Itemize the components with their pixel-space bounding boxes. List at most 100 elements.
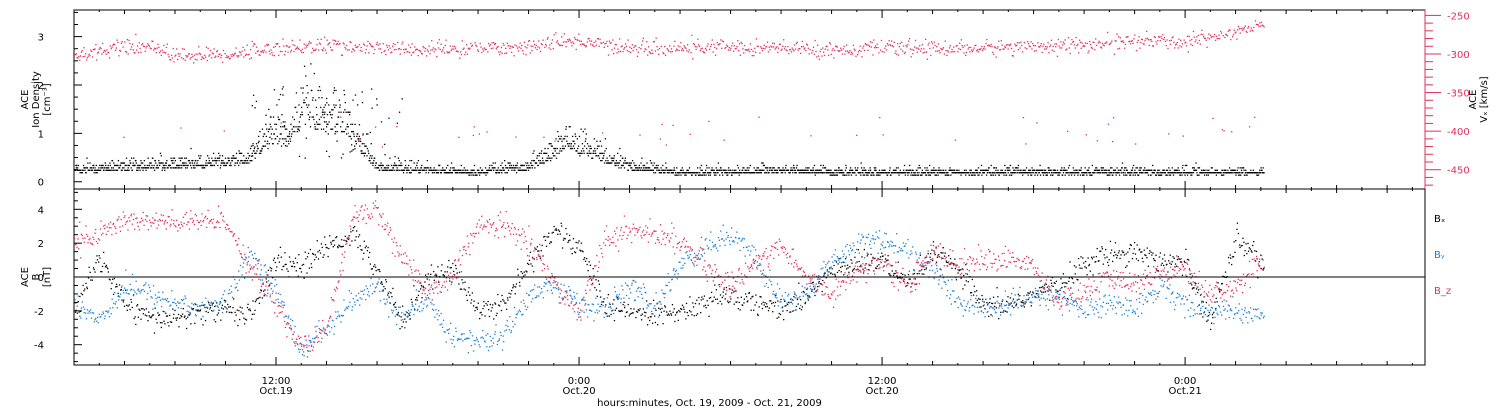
- density-point: [654, 172, 657, 174]
- vx-point: [261, 51, 263, 53]
- b-series-x-point: [233, 298, 235, 300]
- vx-point: [355, 46, 357, 48]
- density-point: [328, 104, 330, 106]
- density-point: [1012, 167, 1014, 169]
- vx-point: [250, 57, 253, 59]
- density-point: [212, 159, 214, 162]
- vx-point: [473, 126, 475, 128]
- vx-point: [353, 50, 356, 52]
- density-point: [580, 150, 583, 152]
- b-series-x-point: [405, 321, 407, 323]
- vx-point: [991, 46, 993, 48]
- density-point: [265, 135, 267, 138]
- vx-point: [1183, 39, 1185, 41]
- density-point: [1146, 169, 1148, 171]
- density-point: [337, 116, 340, 118]
- b-series-x-point: [685, 318, 687, 320]
- vx-point: [1092, 41, 1094, 43]
- vx-point: [489, 44, 492, 46]
- density-point: [221, 155, 224, 157]
- density-point: [605, 159, 607, 162]
- vx-point: [256, 50, 259, 53]
- density-point: [1120, 172, 1122, 174]
- vx-point: [589, 40, 591, 42]
- vx-point: [934, 44, 936, 47]
- density-point: [792, 172, 794, 174]
- density-point: [122, 167, 124, 169]
- vx-point: [1212, 117, 1214, 120]
- b-series-x-point: [79, 310, 82, 313]
- vx-point: [166, 43, 168, 45]
- b-series-x-point: [302, 263, 305, 266]
- vx-point: [764, 48, 766, 50]
- density-point: [818, 172, 820, 174]
- density-point: [875, 167, 877, 169]
- b-series-x-point: [242, 313, 244, 315]
- density-point: [1090, 172, 1092, 174]
- vx-point: [309, 42, 311, 44]
- vx-point: [730, 47, 732, 50]
- vx-point: [1189, 39, 1191, 42]
- vx-point: [750, 48, 753, 51]
- density-point: [358, 135, 360, 138]
- vx-point: [956, 44, 958, 47]
- b-series-x-point: [158, 314, 161, 316]
- b-series-x-point: [514, 293, 516, 295]
- b-series-x-point: [670, 313, 672, 315]
- vx-point: [418, 49, 420, 52]
- vx-point: [91, 50, 93, 53]
- b-series-x-point: [517, 268, 519, 270]
- vx-point: [305, 44, 307, 46]
- density-point: [141, 162, 144, 164]
- vx-point: [836, 46, 838, 48]
- density-point: [1016, 169, 1018, 171]
- vx-point: [506, 42, 509, 44]
- density-point: [379, 164, 382, 167]
- density-point: [925, 174, 927, 176]
- density-point: [974, 174, 976, 176]
- density-point: [356, 135, 358, 138]
- density-point: [715, 174, 717, 176]
- vx-point: [1160, 35, 1162, 38]
- vx-point: [185, 55, 187, 57]
- vx-point: [498, 51, 500, 53]
- density-point: [439, 169, 441, 171]
- density-point: [305, 75, 307, 77]
- vx-point: [830, 53, 832, 56]
- b-series-x-point: [239, 306, 241, 308]
- density-point: [736, 172, 738, 174]
- density-point: [423, 167, 426, 169]
- b-series-x-point: [589, 275, 591, 278]
- density-point: [560, 150, 563, 152]
- vx-point: [424, 50, 426, 52]
- density-point: [861, 172, 863, 174]
- density-point: [930, 172, 932, 174]
- b-series-x-point: [536, 246, 538, 248]
- vx-point: [1152, 45, 1154, 47]
- b-series-x-point: [545, 245, 548, 247]
- density-point: [91, 169, 94, 171]
- vx-point: [1030, 41, 1032, 43]
- vx-point: [977, 51, 980, 53]
- vx-point: [111, 46, 113, 48]
- b-series-x-point: [637, 309, 639, 311]
- vx-point: [265, 51, 267, 53]
- b-series-x-point: [574, 251, 577, 254]
- density-point: [925, 174, 928, 176]
- vx-point: [531, 49, 533, 52]
- vx-point: [389, 47, 391, 49]
- density-point: [1126, 169, 1128, 171]
- vx-point: [898, 46, 900, 48]
- density-point: [274, 123, 276, 125]
- density-point: [316, 114, 318, 116]
- b-series-x-point: [311, 252, 314, 255]
- density-point: [1107, 169, 1109, 171]
- vx-point: [671, 51, 673, 53]
- vx-point: [606, 40, 608, 43]
- vx-point: [541, 43, 543, 46]
- vx-point: [688, 49, 690, 51]
- density-point: [1169, 169, 1171, 171]
- vx-point: [540, 43, 543, 45]
- density-point: [1110, 172, 1113, 174]
- density-point: [545, 159, 547, 162]
